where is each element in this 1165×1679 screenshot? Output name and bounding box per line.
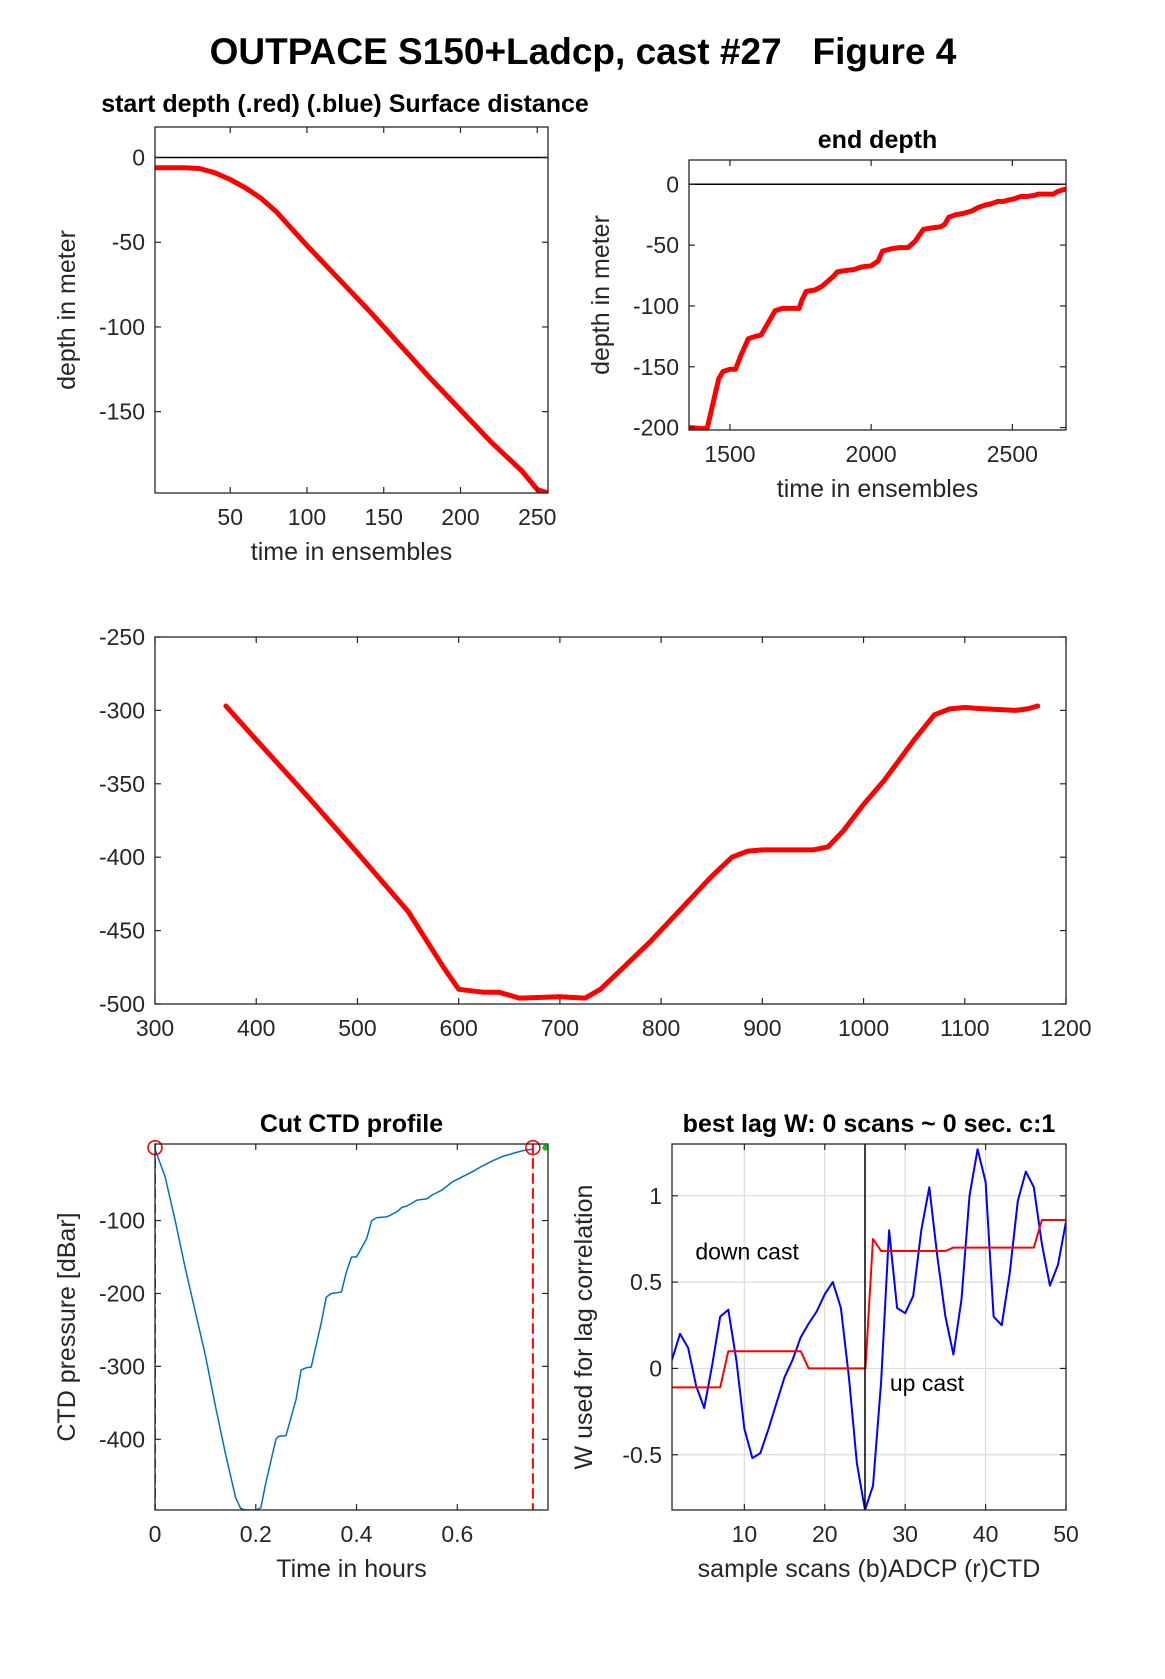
- x-tick-label: 0: [149, 1521, 162, 1547]
- y-tick-label: -100: [99, 314, 145, 340]
- plot-lag: 10 20 30 40 50 1 0.5 0 -0.5 best lag W: 0 scans ~…: [570, 1110, 1079, 1583]
- y-tick-label: -200: [633, 415, 679, 441]
- chart-title: best lag W: 0 scans ~ 0 sec. c:1: [683, 1110, 1056, 1138]
- x-tick-label: 10: [732, 1521, 758, 1547]
- x-tick-label: 500: [338, 1015, 376, 1041]
- y-tick-label: -50: [646, 232, 679, 258]
- x-axis-label: time in ensembles: [777, 475, 978, 503]
- annotation-1: up cast: [890, 1370, 965, 1396]
- series-line-0: [689, 186, 1066, 430]
- plot-start: 50 100 150 200 250 0 -50 -100 -150 start depth (.…: [53, 90, 589, 566]
- x-tick-label: 700: [541, 1015, 579, 1041]
- y-tick-label: -250: [99, 624, 145, 650]
- chart-title: end depth: [818, 126, 937, 154]
- y-axis-label: depth in meter: [587, 215, 615, 375]
- axes-frame: [671, 1143, 1067, 1511]
- x-tick-label: 0.6: [441, 1521, 473, 1547]
- marker-dot-2: [542, 1144, 549, 1151]
- x-axis-label: sample scans (b)ADCP (r)CTD: [698, 1555, 1041, 1583]
- x-tick-label: 1500: [704, 441, 755, 467]
- y-tick-label: -100: [99, 1208, 145, 1234]
- axes-frame: [688, 159, 1067, 431]
- axes-frame: [154, 636, 1067, 1005]
- y-tick-label: -0.5: [622, 1442, 662, 1468]
- x-axis-label: Time in hours: [276, 1555, 427, 1583]
- x-tick-label: 1000: [838, 1015, 889, 1041]
- y-axis-label: CTD pressure [dBar]: [53, 1212, 81, 1441]
- plot-ctd: 0 0.2 0.4 0.6 -100 -200 -300 -400 Cut CTD profil…: [53, 1110, 549, 1583]
- x-tick-label: 1100: [940, 1015, 989, 1041]
- x-tick-label: 30: [892, 1521, 918, 1547]
- y-tick-label: -350: [99, 771, 145, 797]
- y-axis-label: W used for lag correlation: [570, 1185, 598, 1470]
- x-tick-label: 150: [365, 504, 403, 530]
- y-axis-label: depth in meter: [53, 230, 81, 390]
- y-tick-label: -100: [633, 293, 679, 319]
- x-tick-label: 100: [288, 504, 326, 530]
- series-line-0: [672, 1148, 1066, 1510]
- x-tick-label: 400: [237, 1015, 275, 1041]
- x-tick-label: 50: [1053, 1521, 1079, 1547]
- x-tick-label: 40: [973, 1521, 999, 1547]
- x-tick-label: 1200: [1040, 1015, 1091, 1041]
- x-tick-label: 0.2: [240, 1521, 272, 1547]
- y-tick-label: -300: [99, 697, 145, 723]
- chart-title: Cut CTD profile: [260, 1110, 443, 1138]
- y-tick-label: 0: [649, 1355, 662, 1381]
- y-tick-label: 0: [132, 145, 145, 171]
- figure-title: OUTPACE S150+Ladcp, cast #27 Figure 4: [210, 31, 957, 72]
- x-tick-label: 600: [439, 1015, 477, 1041]
- y-tick-label: 0: [666, 171, 679, 197]
- y-tick-label: -50: [112, 229, 145, 255]
- y-tick-label: -450: [99, 918, 145, 944]
- axes-frame: [154, 1143, 549, 1511]
- x-tick-label: 300: [136, 1015, 174, 1041]
- x-tick-label: 0.4: [341, 1521, 373, 1547]
- x-tick-label: 2000: [846, 441, 897, 467]
- x-tick-label: 250: [518, 504, 556, 530]
- series-line-0: [155, 1148, 534, 1510]
- y-tick-label: -400: [99, 844, 145, 870]
- y-tick-label: -300: [99, 1353, 145, 1379]
- y-tick-label: -200: [99, 1280, 145, 1306]
- y-tick-label: -400: [99, 1426, 145, 1452]
- x-tick-label: 900: [743, 1015, 781, 1041]
- y-tick-label: -500: [99, 991, 145, 1017]
- plot-end: 1500 2000 2500 0 -50 -100 -150 -200 end depth tim…: [587, 126, 1067, 503]
- series-line-0: [223, 703, 1041, 1001]
- x-axis-label: time in ensembles: [251, 538, 452, 566]
- y-tick-label: -150: [633, 354, 679, 380]
- chart-title: start depth (.red) (.blue) Surface dista…: [101, 90, 589, 118]
- annotation-0: down cast: [695, 1239, 799, 1265]
- marker-circle-1: [525, 1139, 541, 1156]
- x-tick-label: 20: [812, 1521, 838, 1547]
- x-tick-label: 800: [642, 1015, 680, 1041]
- y-tick-label: 1: [649, 1183, 662, 1209]
- plot-middle: 300 400 500 600 700 800 900 1000 1100 1200 -250 -30…: [99, 624, 1092, 1041]
- x-tick-label: 200: [441, 504, 479, 530]
- series-line-0: [155, 165, 548, 493]
- axes-frame: [154, 126, 549, 494]
- x-tick-label: 2500: [987, 441, 1038, 467]
- y-tick-label: -150: [99, 399, 145, 425]
- y-tick-label: 0.5: [630, 1269, 662, 1295]
- x-tick-label: 50: [217, 504, 243, 530]
